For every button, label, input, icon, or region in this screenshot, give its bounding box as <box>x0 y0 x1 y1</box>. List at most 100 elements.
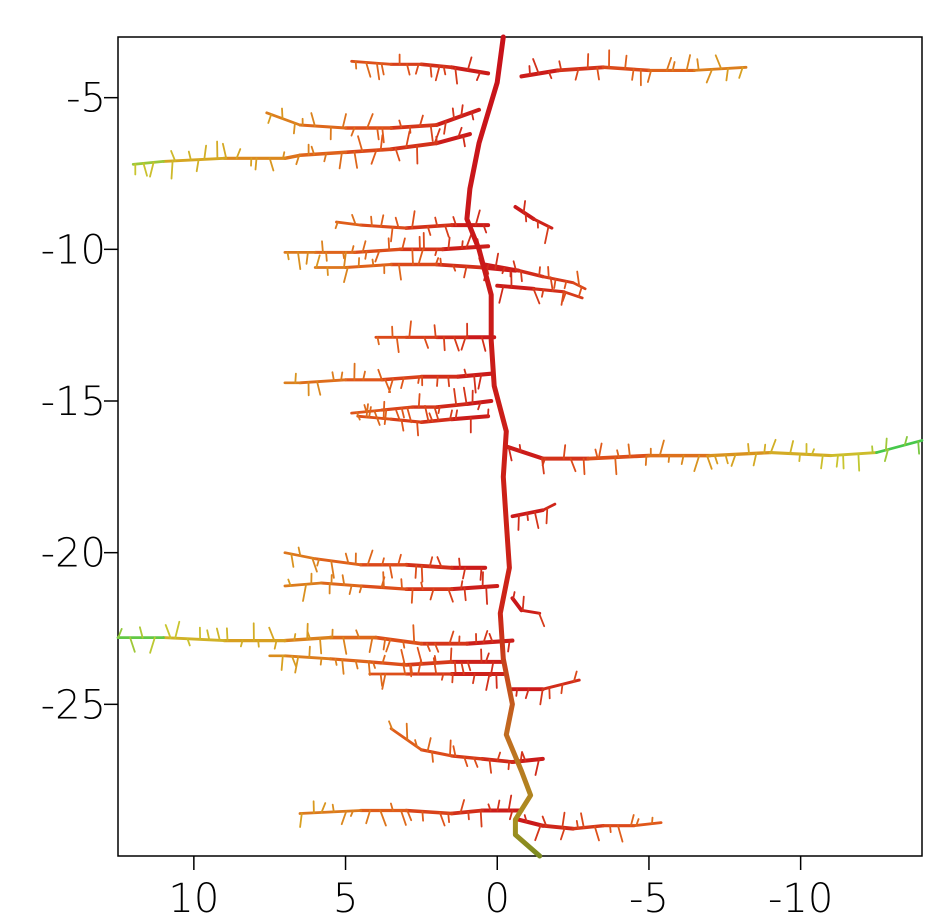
branch-segment <box>298 123 347 130</box>
branch-segment <box>601 65 651 73</box>
root-twig <box>463 368 468 377</box>
root-twig <box>310 145 316 156</box>
root-twig <box>467 811 470 821</box>
root-twig <box>488 633 494 643</box>
branch-segment <box>541 275 575 285</box>
root-twig <box>434 65 441 82</box>
root-twig <box>706 454 713 470</box>
root-twig <box>364 250 368 260</box>
root-twig <box>545 506 549 525</box>
root-twig <box>350 245 355 254</box>
branch-segment <box>520 608 542 615</box>
root-twig <box>390 226 394 243</box>
root-twig <box>417 659 422 675</box>
root-twig <box>884 448 889 463</box>
root-twig <box>507 639 511 653</box>
y-tick-label: -25 <box>41 682 106 728</box>
root-twig <box>460 336 467 351</box>
root-twig <box>388 720 394 731</box>
root-twig <box>389 802 394 812</box>
root-twig <box>433 128 441 145</box>
x-tick-label: -5 <box>629 876 669 920</box>
branch-segment <box>368 660 408 667</box>
root-twig <box>293 633 297 641</box>
root-twig <box>281 107 284 120</box>
root-twig <box>528 65 531 76</box>
root-twig <box>763 443 767 454</box>
root-twig <box>420 581 424 590</box>
root-twig <box>355 411 361 421</box>
root-twig <box>474 209 481 227</box>
root-twig <box>885 437 888 452</box>
branch-segment <box>389 123 439 130</box>
root-twig <box>444 224 450 238</box>
root-twig <box>466 661 472 672</box>
root-twig <box>724 453 729 465</box>
root-twig <box>544 225 550 245</box>
root-twig <box>323 152 328 163</box>
root-twig <box>400 578 403 590</box>
root-twig <box>400 809 407 826</box>
root-twig <box>524 688 530 700</box>
branch-layer <box>116 59 924 831</box>
root-twig <box>366 549 374 566</box>
root-twig <box>453 661 457 673</box>
root-twig <box>351 213 357 226</box>
branch-segment <box>350 59 393 66</box>
root-twig <box>541 815 548 827</box>
root-twig <box>644 454 648 466</box>
root-twig <box>438 811 446 827</box>
root-twig <box>395 409 401 422</box>
root-twig <box>647 69 652 83</box>
root-twig <box>452 745 457 758</box>
root-twig <box>343 266 349 284</box>
root-twig <box>627 443 631 458</box>
root-twig <box>477 373 483 390</box>
branch-segment <box>483 262 521 273</box>
root-twig <box>594 448 599 460</box>
root-twig <box>429 64 433 78</box>
root-twig <box>561 811 566 829</box>
root-twig <box>292 122 296 135</box>
root-twig <box>410 588 414 604</box>
root-twig <box>452 264 457 272</box>
root-twig <box>440 673 445 681</box>
branch-segment <box>541 502 557 512</box>
root-twig <box>362 370 366 381</box>
root-twig <box>342 636 348 655</box>
root-twig <box>534 758 540 776</box>
x-tick-label: 10 <box>168 876 219 920</box>
root-twig <box>454 409 459 420</box>
branch-segment <box>449 808 485 816</box>
root-twig <box>343 251 347 269</box>
root-twig <box>534 824 542 842</box>
root-twig <box>428 412 434 423</box>
root-twig <box>917 440 920 455</box>
branch-segment <box>162 156 226 163</box>
branch-segment <box>434 262 485 270</box>
root-twig <box>372 661 376 669</box>
root-twig <box>463 587 467 602</box>
root-twig <box>426 737 432 752</box>
root-twig <box>387 237 391 252</box>
root-twig <box>187 150 192 161</box>
root-twig <box>383 408 388 426</box>
root-twig <box>541 288 545 298</box>
branch-root-7 <box>283 244 491 255</box>
root-twig <box>376 127 380 141</box>
root-twig <box>458 557 461 569</box>
root-twig <box>254 157 258 171</box>
root-twig <box>508 809 514 821</box>
root-twig <box>400 407 405 419</box>
y-axis: -5 -10 -15 -20 -25 <box>41 76 118 728</box>
root-twig <box>462 134 466 148</box>
root-twig <box>473 374 477 394</box>
root-twig <box>449 647 453 663</box>
root-twig <box>442 65 447 76</box>
root-twig <box>580 812 585 829</box>
root-twig <box>488 758 493 774</box>
root-twig <box>635 818 640 827</box>
branch-segment <box>298 809 363 815</box>
branch-root-19 <box>510 596 542 615</box>
